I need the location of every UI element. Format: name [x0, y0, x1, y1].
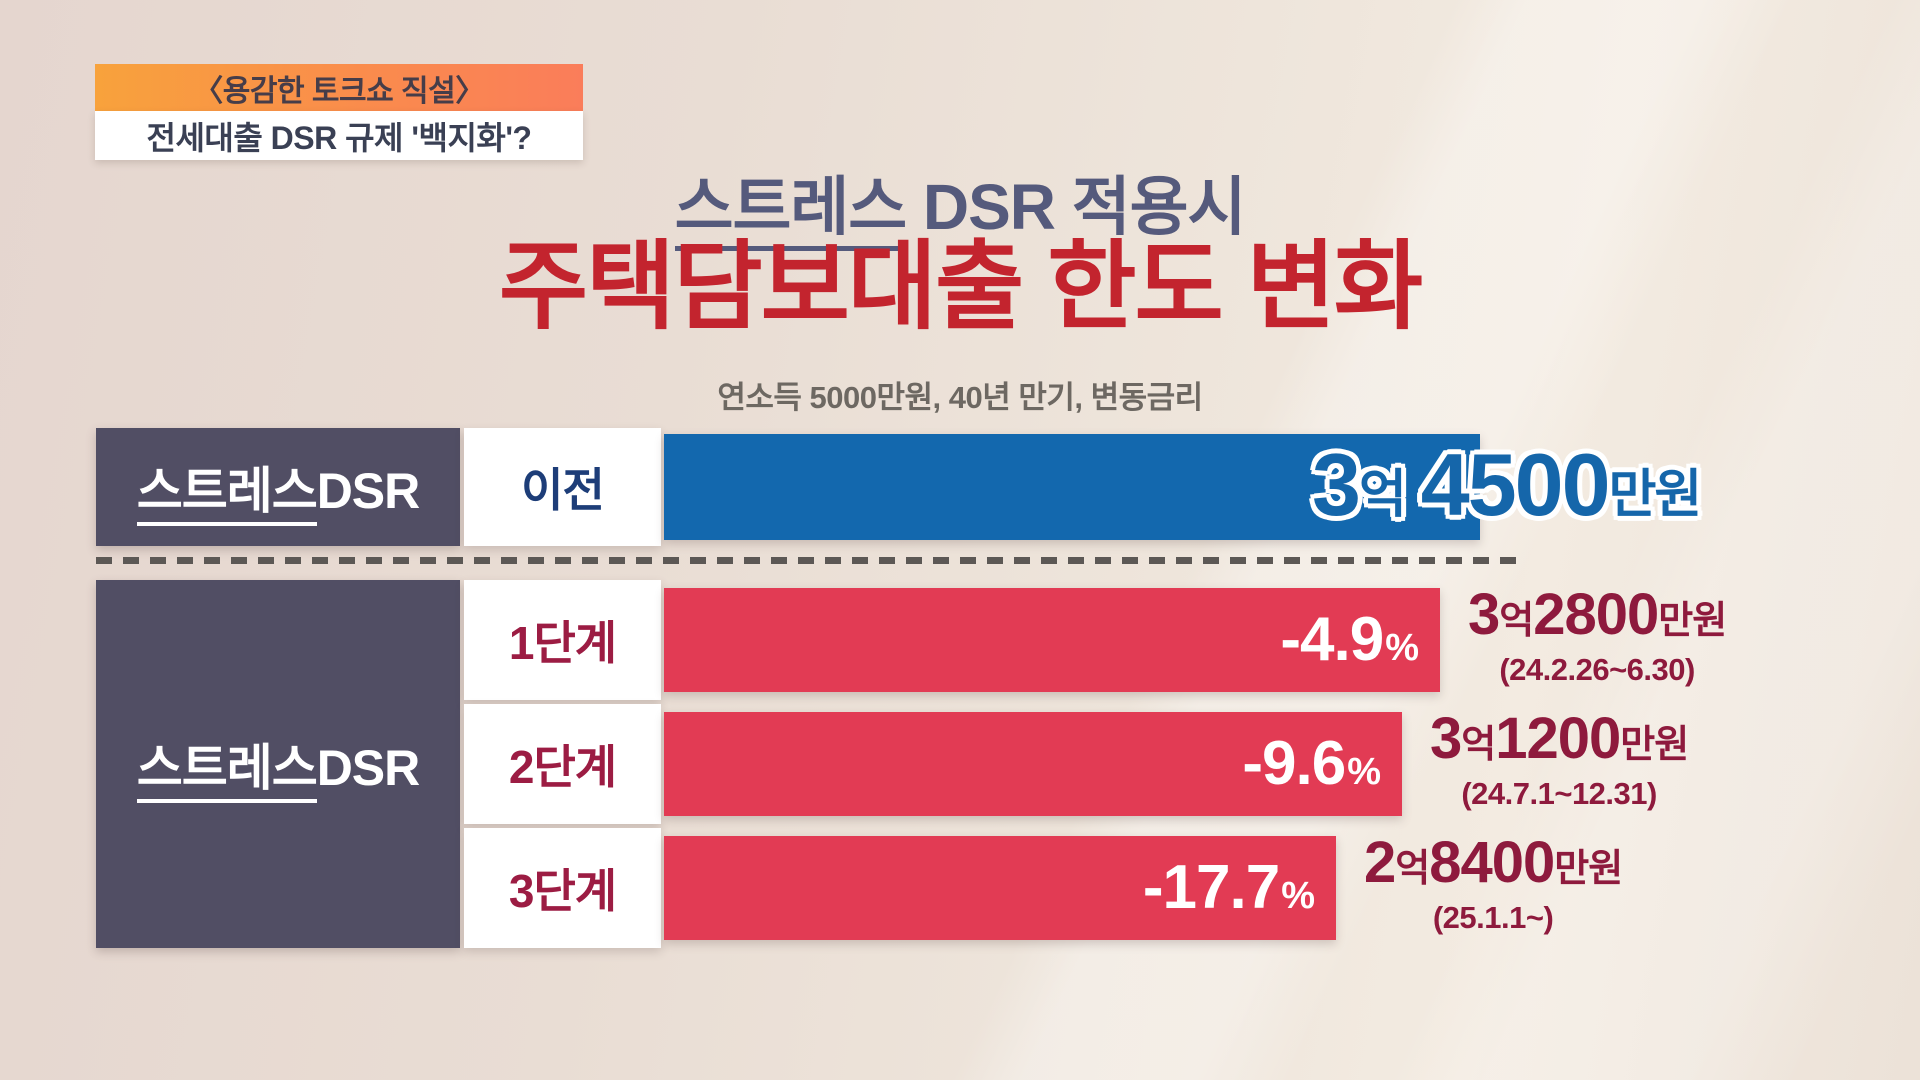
value-stage2-eok-unit: 억 [1461, 724, 1496, 766]
chart-title-line1: 스트레스 DSR 적용시 [0, 156, 1920, 251]
row-stage1-text: 1단계 [508, 617, 617, 669]
value-stage1-period: (24.2.26~6.30) [1499, 652, 1695, 687]
chart-title-line1-emphasis: 스트레스 [674, 171, 907, 251]
topic-badge: 전세대출 DSR 규제 '백지화'? [95, 111, 583, 160]
bar-stage2: -9.6% [664, 712, 1402, 816]
pct-stage3-unit: % [1281, 875, 1315, 917]
pct-stage1-num: -4.9 [1280, 605, 1384, 674]
bar-before [664, 434, 1480, 540]
program-title-badge: 〈용감한 토크쇼 직설〉 [95, 64, 583, 111]
row-before-stage-label: 이전 [464, 428, 661, 546]
row-before-group-label: 스트레스DSR [96, 428, 460, 546]
value-stage1-eok-num: 3 [1468, 582, 1500, 647]
stage-group-rest: DSR [316, 740, 421, 796]
value-stage2-main: 1200 [1495, 706, 1621, 771]
program-title-text: 〈용감한 토크쇼 직설〉 [193, 74, 485, 108]
value-stage3-unit: 만원 [1554, 848, 1623, 890]
value-before-unit: 만원 [1608, 466, 1703, 524]
value-stage2-period: (24.7.1~12.31) [1461, 776, 1657, 811]
bar-stage1: -4.9% [664, 588, 1440, 692]
pct-stage3: -17.7% [1143, 857, 1336, 919]
value-stage1: 3 억 2800 만원 (24.2.26~6.30) [1468, 582, 1727, 692]
value-stage3-eok-unit: 억 [1395, 848, 1430, 890]
pct-stage1-unit: % [1385, 627, 1419, 669]
value-before-main: 4500 [1420, 435, 1611, 534]
chart-title-line1-rest: DSR 적용시 [906, 171, 1247, 243]
value-stage3-period: (25.1.1~) [1432, 900, 1554, 935]
value-before-eok-num: 3 [1312, 435, 1361, 534]
value-before-eok-unit: 억 [1358, 466, 1407, 524]
row-stage2-text: 2단계 [508, 741, 617, 793]
dashed-divider [96, 557, 1516, 564]
row-before-group-rest: DSR [316, 463, 421, 519]
pct-stage2: -9.6% [1242, 733, 1402, 795]
row-stage3-label: 3단계 [464, 828, 661, 948]
value-stage2-eok-num: 3 [1430, 706, 1462, 771]
pct-stage3-num: -17.7 [1142, 853, 1280, 922]
value-stage2: 3 억 1200 만원 (24.7.1~12.31) [1430, 706, 1689, 816]
chart-assumptions: 연소득 5000만원, 40년 만기, 변동금리 [717, 380, 1203, 415]
value-stage3: 2 억 8400 만원 (25.1.1~) [1364, 830, 1623, 940]
pct-stage1: -4.9% [1280, 609, 1440, 671]
value-stage1-eok-unit: 억 [1499, 600, 1534, 642]
value-stage3-main: 8400 [1429, 830, 1555, 895]
row-stage1-label: 1단계 [464, 580, 661, 700]
topic-text: 전세대출 DSR 규제 '백지화'? [146, 119, 532, 156]
chart-title-line2: 주택담보대출 한도 변화 [498, 232, 1423, 341]
stage-group-label: 스트레스DSR [96, 580, 460, 948]
value-stage1-main: 2800 [1533, 582, 1659, 647]
stage-group-emphasis: 스트레스 [136, 740, 318, 803]
value-before: 3 억 4500 만원 [1312, 420, 1703, 550]
row-before-group-emphasis: 스트레스 [136, 463, 318, 526]
value-stage2-unit: 만원 [1620, 724, 1689, 766]
row-before-stage-text: 이전 [521, 464, 605, 516]
row-stage3-text: 3단계 [508, 865, 617, 917]
value-stage3-eok-num: 2 [1364, 830, 1396, 895]
row-stage2-label: 2단계 [464, 704, 661, 824]
pct-stage2-unit: % [1347, 751, 1381, 793]
pct-stage2-num: -9.6 [1242, 729, 1346, 798]
value-stage1-unit: 만원 [1658, 600, 1727, 642]
bar-stage3: -17.7% [664, 836, 1336, 940]
